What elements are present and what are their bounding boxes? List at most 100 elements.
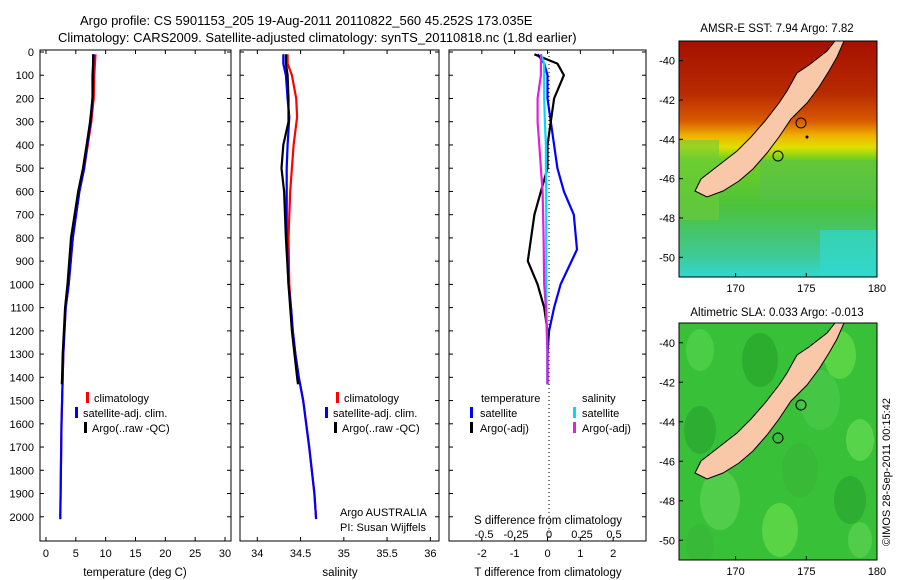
sla-blob [684,406,716,454]
sst-map-frame [678,40,878,278]
depth-tick-label: 200 [16,93,34,105]
imos-credit: ©IMOS 28-Sep-2011 00:15:42 [881,398,893,546]
map-y-tick-label: -46 [659,174,675,186]
x-tick-label: 5 [73,548,79,560]
x-tick-label: 10 [100,548,112,560]
x-tick-label: 34.5 [290,548,311,560]
new-zealand-land [694,323,845,480]
salinity-tick-labels: 34 34.5 35 35.5 36 [251,50,436,560]
sst-patch [760,160,877,200]
x-tick-label: 35.5 [376,548,397,560]
sla-blob [700,470,740,530]
legend-satellite-swatch [75,407,78,418]
argo-position-marker [772,150,784,162]
sla-map-ticks: 170 175 180 -40 -42 -44 -46 -48 -50 [659,338,886,578]
depth-tick-label: 2000 [10,512,34,524]
map-y-tick-label: -44 [659,134,675,146]
new-zealand-land [694,41,845,198]
x-tick-label: 34 [251,548,263,560]
x-tick-label: 0 [544,548,550,560]
x-tick-label: 1 [577,548,583,560]
legend-s-satellite-swatch [573,407,576,418]
map-x-tick-label: 175 [797,566,815,578]
temperature-panel: 0100200300400500600700800900100011001200… [10,47,232,579]
salinity-series [240,51,439,520]
salinity-axes-box [239,49,440,542]
difference-series [449,51,646,518]
map-y-tick-label: -42 [659,95,675,107]
depth-tick-label: 600 [16,186,34,198]
sst-map: AMSR-E SST: 7.94 Argo: 7.82 170 175 180 -40… [659,23,886,295]
salinity-annotation-line2: PI: Susan Wijffels [340,522,426,534]
legend-t-satellite-swatch [470,407,473,418]
sla-blob [686,329,714,371]
x-tick-label: 30 [219,548,231,560]
series-line [536,53,579,385]
difference-axes-box [448,49,647,542]
sla-blob [742,333,778,387]
depth-tick-label: 1600 [10,419,34,431]
legend-t-satellite-label: satellite [480,408,517,420]
legend-salinity-title: salinity [582,393,616,405]
temperature-series [40,51,231,520]
header-line1: Argo profile: CS 5901153_205 19-Aug-2011… [80,13,533,28]
s-difference-label: S difference from climatology [474,515,622,527]
legend-argo-label: Argo(..raw -QC) [92,423,170,435]
s-tick-label: 0 [546,529,552,541]
s-tick-label: 0.5 [606,529,621,541]
depth-tick-label: 1700 [10,442,34,454]
legend-satellite-label: satellite-adj. clim. [333,408,417,420]
sla-blob [834,476,866,524]
depth-tick-label: 900 [16,256,34,268]
argo-position-marker [772,432,784,444]
legend-satellite-swatch [325,407,328,418]
legend-temperature-title: temperature [481,393,540,405]
depth-tick-label: 1800 [10,465,34,477]
depth-tick-label: 300 [16,117,34,129]
legend-satellite-label: satellite-adj. clim. [83,408,167,420]
map-x-tick-label: 180 [868,566,886,578]
sst-map-title: AMSR-E SST: 7.94 Argo: 7.82 [700,23,853,35]
salinity-panel: 34 34.5 35 35.5 36 salinity climatology sate… [239,49,440,579]
map-y-tick-label: -40 [659,56,675,68]
legend-t-argo-swatch [470,422,473,433]
x-tick-label: 25 [189,548,201,560]
x-tick-label: 35 [338,548,350,560]
x-tick-label: 2 [610,548,616,560]
legend-s-satellite-label: satellite [582,408,619,420]
s-tick-label: 0.25 [571,529,592,541]
depth-tick-label: 500 [16,163,34,175]
sla-map-title: Altimetric SLA: 0.033 Argo: -0.013 [690,307,863,319]
series-line [60,54,95,385]
sst-map-ticks: 170 175 180 -40 -42 -44 -46 -48 -50 [659,56,886,295]
map-y-tick-label: -50 [659,535,675,547]
map-x-tick-label: 170 [726,566,744,578]
legend-argo-swatch [84,422,87,433]
map-y-tick-label: -46 [659,456,675,468]
sst-island [805,135,809,139]
sla-blob [848,522,872,558]
depth-tick-label: 1300 [10,349,34,361]
x-tick-label: -1 [510,548,520,560]
legend-climatology-swatch [336,392,339,403]
header-line2: Climatology: CARS2009. Satellite-adjuste… [58,30,577,45]
temperature-xlabel: temperature (deg C) [83,567,187,579]
series-line [280,54,300,385]
depth-tick-label: 1000 [10,279,34,291]
map-x-tick-label: 170 [726,283,744,295]
legend-argo-label: Argo(..raw -QC) [342,423,420,435]
sla-blob [800,370,840,430]
depth-tick-label: 800 [16,233,34,245]
depth-tick-label: 1200 [10,326,34,338]
series-line [526,53,566,385]
legend-t-argo-label: Argo(-adj) [480,423,529,435]
map-x-tick-label: 175 [797,283,815,295]
depth-tick-label: 1100 [10,303,34,315]
map-y-tick-label: -40 [659,338,675,350]
map-y-tick-label: -48 [659,213,675,225]
legend-s-argo-swatch [573,422,576,433]
depth-tick-label: 100 [16,70,34,82]
difference-tick-labels: -2 -1 0 1 2 [477,50,616,560]
legend-climatology-label: climatology [94,393,150,405]
